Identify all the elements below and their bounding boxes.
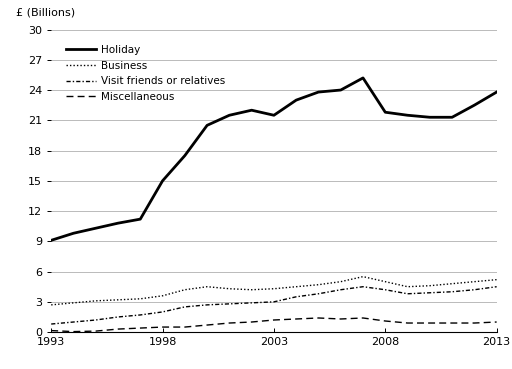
Visit friends or relatives [337,287,344,292]
Visit friends or relatives [48,322,54,326]
Miscellaneous [70,330,76,334]
Business [404,284,411,289]
Miscellaneous [48,328,54,333]
Visit friends or relatives [360,284,366,289]
Business [159,294,165,298]
Holiday [248,108,254,113]
Holiday [382,110,388,114]
Visit friends or relatives [226,301,232,306]
Business [494,277,500,282]
Holiday [271,113,277,117]
Holiday [449,115,455,120]
Visit friends or relatives [159,310,165,314]
Visit friends or relatives [471,287,477,292]
Holiday [70,231,76,235]
Visit friends or relatives [70,320,76,324]
Holiday [137,217,143,221]
Visit friends or relatives [271,300,277,304]
Holiday [360,76,366,80]
Holiday [315,90,322,94]
Business [382,279,388,284]
Miscellaneous [360,316,366,320]
Business [48,303,54,307]
Miscellaneous [449,321,455,325]
Business [115,298,121,302]
Visit friends or relatives [93,318,99,322]
Miscellaneous [293,317,299,321]
Miscellaneous [315,316,322,320]
Business [93,299,99,303]
Holiday [337,88,344,92]
Miscellaneous [115,327,121,331]
Legend: Holiday, Business, Visit friends or relatives, Miscellaneous: Holiday, Business, Visit friends or rela… [66,44,226,103]
Line: Miscellaneous: Miscellaneous [51,318,497,332]
Miscellaneous [204,323,210,327]
Business [449,282,455,286]
Holiday [204,123,210,128]
Miscellaneous [182,325,188,329]
Visit friends or relatives [404,292,411,296]
Visit friends or relatives [137,313,143,317]
Business [137,297,143,301]
Holiday [115,221,121,225]
Visit friends or relatives [248,301,254,305]
Visit friends or relatives [426,290,433,295]
Holiday [404,113,411,117]
Miscellaneous [159,325,165,329]
Miscellaneous [426,321,433,325]
Miscellaneous [382,319,388,323]
Holiday [182,154,188,158]
Line: Holiday: Holiday [51,78,497,240]
Business [337,279,344,284]
Business [204,284,210,289]
Visit friends or relatives [382,287,388,292]
Holiday [159,179,165,183]
Miscellaneous [226,321,232,325]
Holiday [226,113,232,117]
Visit friends or relatives [115,315,121,319]
Business [471,279,477,284]
Miscellaneous [248,320,254,324]
Miscellaneous [137,326,143,330]
Visit friends or relatives [293,294,299,299]
Business [426,283,433,288]
Miscellaneous [494,320,500,324]
Holiday [48,238,54,242]
Miscellaneous [93,329,99,333]
Holiday [471,103,477,107]
Miscellaneous [471,321,477,325]
Text: £ (Billions): £ (Billions) [15,7,75,17]
Business [315,283,322,287]
Visit friends or relatives [315,292,322,296]
Visit friends or relatives [449,290,455,294]
Line: Business: Business [51,277,497,305]
Miscellaneous [271,318,277,322]
Business [293,284,299,289]
Holiday [293,98,299,102]
Business [360,275,366,279]
Visit friends or relatives [182,305,188,309]
Line: Visit friends or relatives: Visit friends or relatives [51,287,497,324]
Business [182,287,188,292]
Visit friends or relatives [494,284,500,289]
Business [226,286,232,291]
Miscellaneous [404,321,411,325]
Visit friends or relatives [204,303,210,307]
Business [248,287,254,292]
Business [271,286,277,291]
Holiday [494,90,500,94]
Business [70,301,76,305]
Holiday [93,226,99,230]
Miscellaneous [337,317,344,321]
Holiday [426,115,433,120]
